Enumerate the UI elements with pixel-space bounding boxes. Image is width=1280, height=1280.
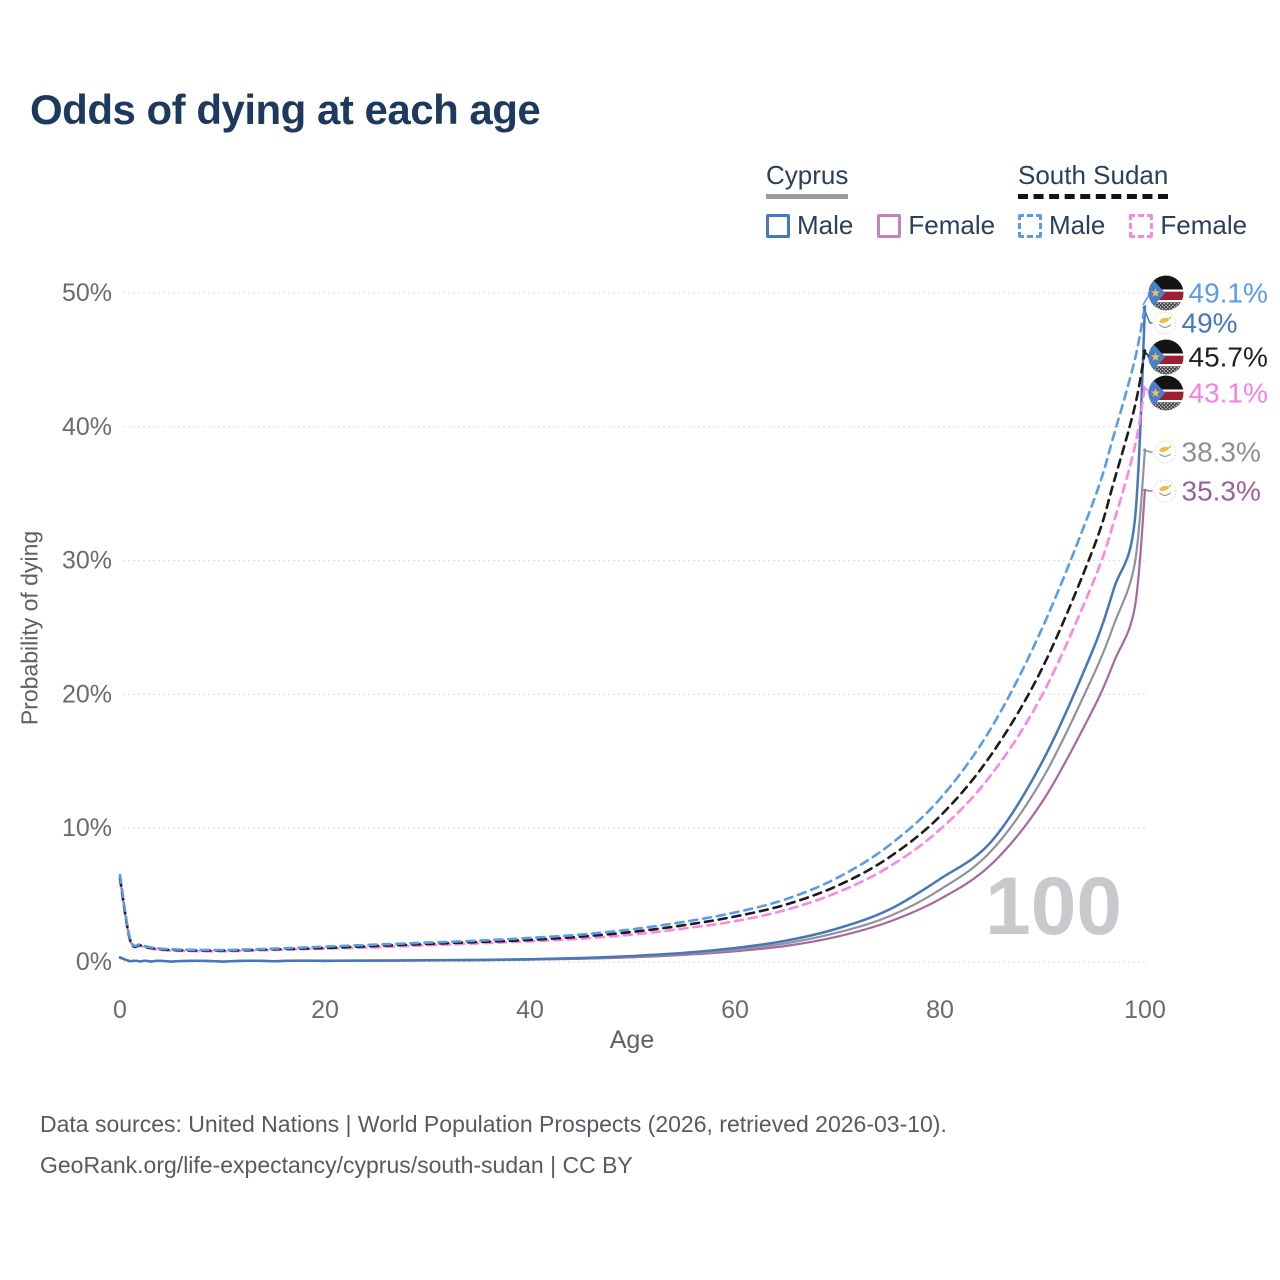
- curve-south-sudan-male: [118, 303, 1147, 952]
- legend-row-cyprus: Male Female: [766, 210, 995, 241]
- south-sudan-flag-icon: [1149, 375, 1184, 412]
- legend-item-cyprus-male[interactable]: Male: [766, 210, 853, 241]
- cyprus-flag-icon: [1153, 479, 1177, 503]
- x-tick-label: 60: [721, 996, 749, 1024]
- footer: Data sources: United Nations | World Pop…: [40, 1104, 947, 1186]
- legend-label-cyprus-male: Male: [797, 210, 854, 240]
- end-value-label: 49%: [1182, 308, 1238, 339]
- south-sudan-male-swatch-icon: [1018, 213, 1042, 238]
- legend-country-cyprus[interactable]: Cyprus: [766, 160, 849, 199]
- end-value-label: 45.7%: [1189, 342, 1268, 373]
- legend-label-south-sudan-male: Male: [1049, 210, 1106, 240]
- y-tick-label: 30%: [62, 547, 112, 575]
- x-axis-title: Age: [609, 1026, 655, 1054]
- gridlines: 0% 10% 20% 30% 40% 50% 0 20 40 60 80 100: [62, 279, 1166, 1024]
- y-tick-label: 40%: [62, 413, 112, 441]
- leader-cyprus-total: [1142, 448, 1153, 453]
- cyprus-flag-icon: [1153, 311, 1177, 335]
- x-tick-label: 80: [926, 996, 954, 1024]
- cyprus-flag-icon: [1153, 440, 1177, 464]
- footer-data-sources: Data sources: United Nations | World Pop…: [40, 1111, 947, 1137]
- page-title: Odds of dying at each age: [30, 86, 541, 133]
- legend-label-cyprus-female: Female: [908, 210, 996, 240]
- x-tick-label: 20: [311, 996, 339, 1024]
- end-value-label: 49.1%: [1189, 278, 1268, 309]
- leader-cyprus-male: [1142, 306, 1153, 324]
- leader-cyprus-female: [1142, 488, 1153, 492]
- end-value-label: 43.1%: [1189, 378, 1268, 409]
- y-tick-label: 50%: [62, 279, 112, 307]
- cyprus-female-swatch-icon: [877, 213, 902, 238]
- legend-row-south-sudan: Male Female: [1018, 210, 1247, 241]
- south-sudan-female-swatch-icon: [1129, 213, 1154, 238]
- y-tick-label: 10%: [62, 814, 112, 842]
- south-sudan-flag-icon: [1149, 339, 1184, 376]
- age-watermark: 100: [985, 861, 1122, 952]
- y-tick-label: 20%: [62, 680, 112, 708]
- x-tick-label: 100: [1124, 996, 1166, 1024]
- legend-group-south-sudan: South Sudan Male Female: [1018, 160, 1247, 241]
- footer-attribution-link: GeoRank.org/life-expectancy/cyprus/south…: [40, 1152, 633, 1178]
- end-value-label: 35.3%: [1182, 476, 1261, 507]
- south-sudan-flag-icon: [1149, 275, 1184, 312]
- end-labels: 35.3% 38.3% 49% 43.1% 45.7% 49.1%: [1142, 275, 1268, 507]
- curve-cyprus-male: [118, 305, 1147, 963]
- legend-country-south-sudan[interactable]: South Sudan: [1018, 160, 1169, 199]
- y-tick-label: 0%: [76, 948, 112, 976]
- legend-label-south-sudan-female: Female: [1160, 210, 1248, 240]
- legend-item-cyprus-female[interactable]: Female: [877, 210, 995, 241]
- legend-item-south-sudan-male[interactable]: Male: [1018, 210, 1105, 241]
- curve-south-sudan-total: [118, 349, 1147, 952]
- x-tick-label: 40: [516, 996, 544, 1024]
- legend-group-cyprus: Cyprus Male Female: [766, 160, 995, 241]
- curve-cyprus-total: [118, 448, 1147, 963]
- legend-item-south-sudan-female[interactable]: Female: [1129, 210, 1247, 241]
- cyprus-male-swatch-icon: [766, 213, 790, 238]
- x-tick-label: 0: [113, 996, 127, 1024]
- end-value-label: 38.3%: [1182, 437, 1261, 468]
- curve-south-sudan-female: [118, 384, 1147, 953]
- mortality-curves: [118, 303, 1147, 963]
